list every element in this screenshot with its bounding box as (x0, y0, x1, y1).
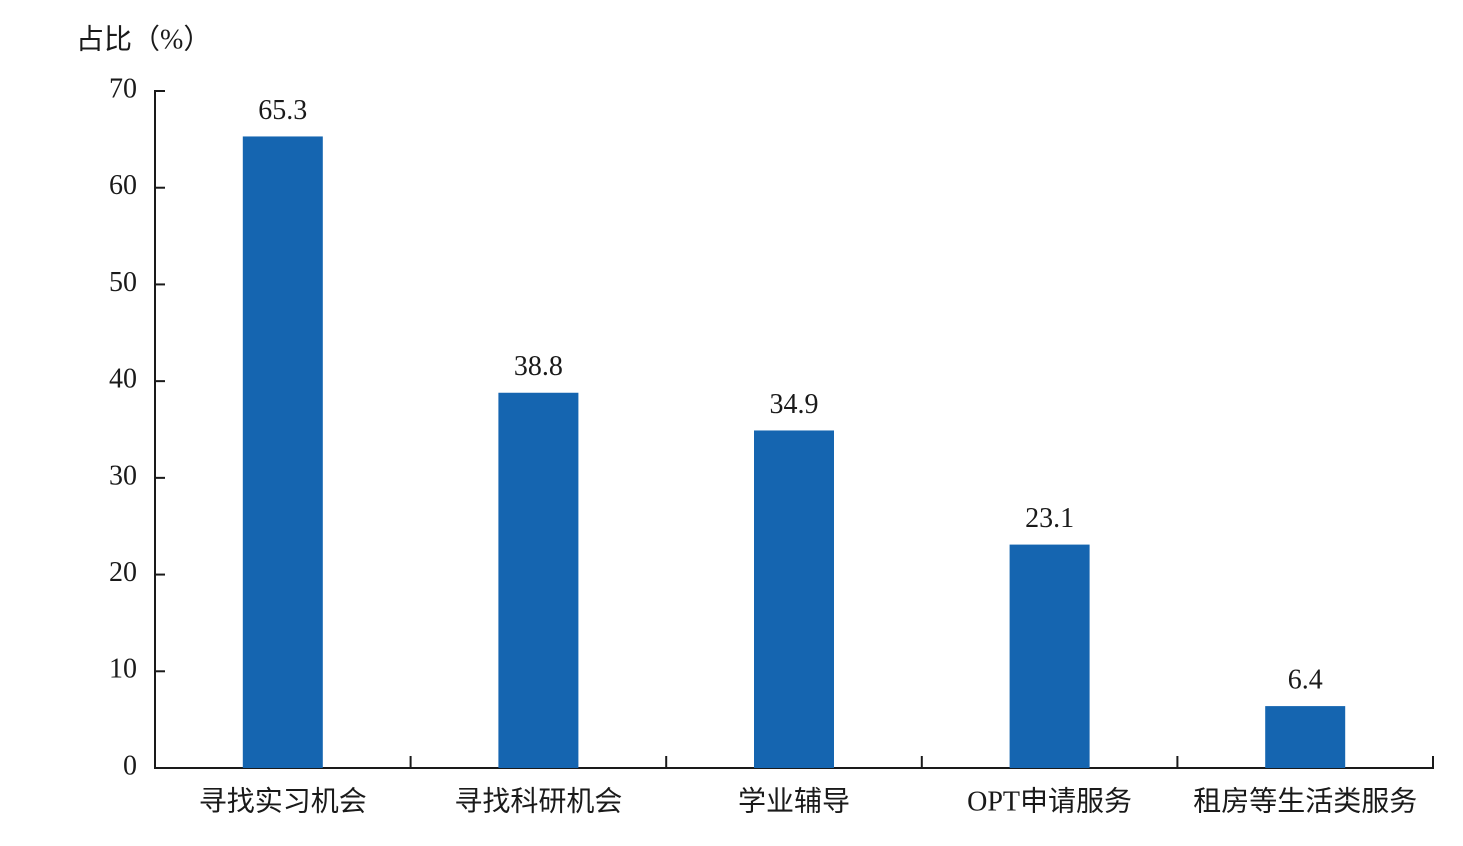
bar (498, 392, 579, 768)
y-axis-label: 占比（%） (76, 23, 211, 55)
x-tick-label: OPT申请服务 (967, 785, 1132, 817)
y-tick-label: 0 (123, 750, 137, 781)
y-tick-label: 20 (109, 557, 137, 588)
x-tick-label: 寻找实习机会 (199, 785, 367, 817)
value-label: 34.9 (770, 389, 819, 420)
bar (1265, 706, 1346, 768)
x-tick-label: 学业辅导 (738, 785, 850, 817)
y-tick-label: 10 (109, 654, 137, 685)
y-tick-label: 70 (109, 73, 137, 104)
y-tick-label: 40 (109, 364, 137, 395)
y-tick-label: 60 (109, 170, 137, 201)
value-label: 6.4 (1288, 665, 1323, 696)
bar (754, 430, 834, 768)
value-label: 65.3 (258, 95, 307, 126)
y-tick-label: 50 (109, 267, 137, 298)
bar (1009, 544, 1090, 768)
value-label: 23.1 (1025, 503, 1074, 534)
x-tick-label: 租房等生活类服务 (1193, 785, 1417, 817)
bar (242, 136, 323, 769)
y-tick-label: 30 (109, 460, 137, 491)
value-label: 38.8 (514, 351, 563, 382)
x-tick-label: 寻找科研机会 (454, 785, 622, 817)
